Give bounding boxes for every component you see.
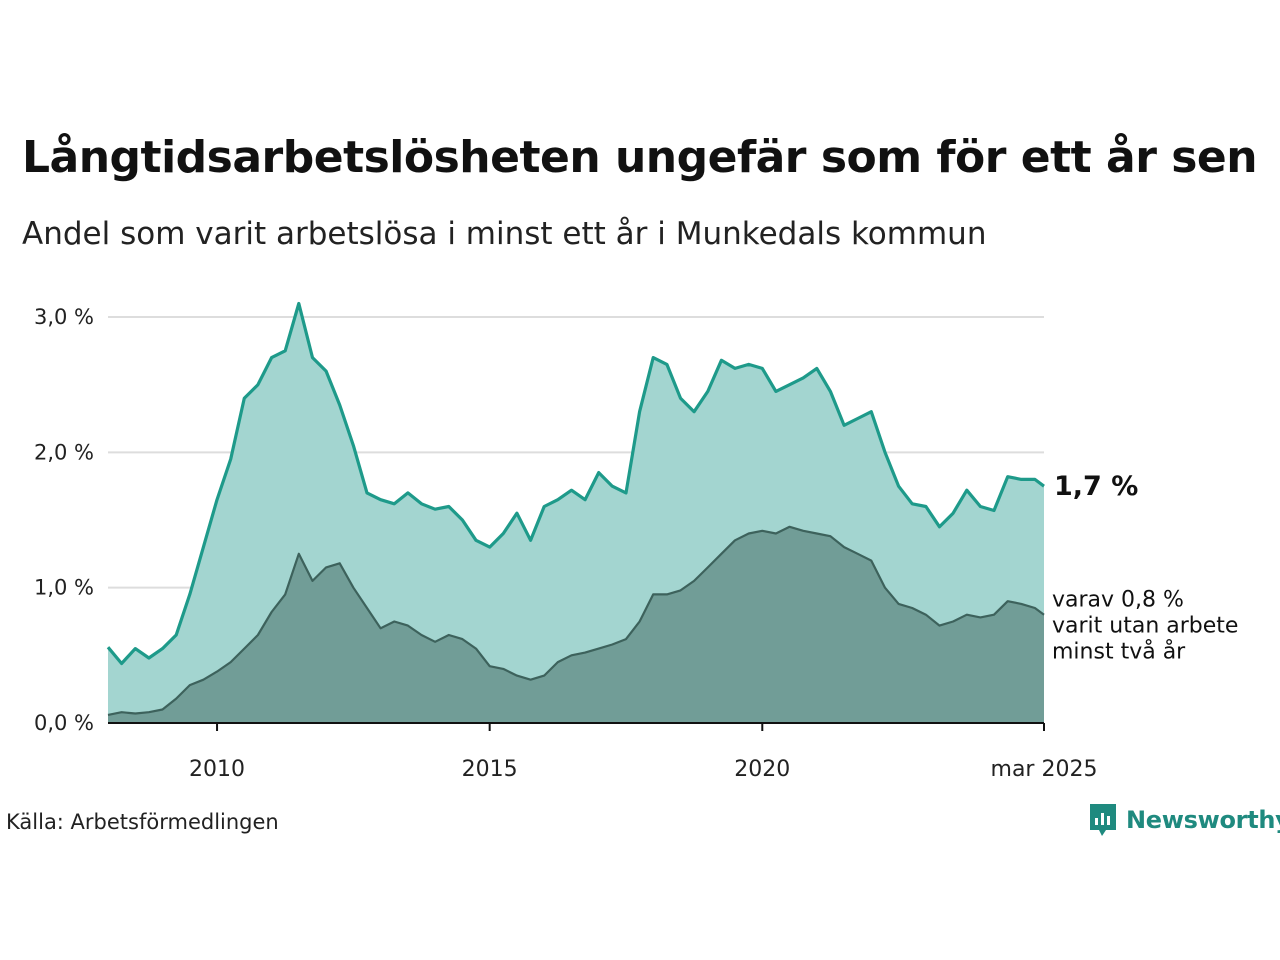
x-tick-label: mar 2025 xyxy=(991,757,1098,782)
series-area-sub xyxy=(108,526,1044,723)
y-tick-label: 1,0 % xyxy=(34,576,94,600)
source-note: Källa: Arbetsförmedlingen xyxy=(6,810,279,834)
series-line-main xyxy=(106,301,1045,666)
end-label-main: 1,7 % xyxy=(1054,471,1138,502)
y-tick-label: 3,0 % xyxy=(34,305,94,329)
brand-logo: Newsworthy xyxy=(1088,802,1280,838)
y-tick-label: 2,0 % xyxy=(34,440,94,464)
end-label-sub-line: minst två år xyxy=(1052,639,1186,665)
newsworthy-icon xyxy=(1090,804,1116,836)
y-tick-label: 0,0 % xyxy=(34,711,94,735)
x-tick-label: 2015 xyxy=(462,757,518,782)
brand-name: Newsworthy xyxy=(1126,806,1280,834)
area-series xyxy=(106,301,1045,723)
end-label-sub-line: varav 0,8 % xyxy=(1052,588,1184,613)
chart-subtitle: Andel som varit arbetslösa i minst ett å… xyxy=(22,216,987,252)
chart-title: Långtidsarbetslösheten ungefär som för e… xyxy=(22,132,1258,183)
x-tick-label: 2010 xyxy=(189,757,245,782)
x-tick-label: 2020 xyxy=(734,757,790,782)
chart-svg: 0,0 % 1,0 % 2,0 % 3,0 % 2010 2015 2020 mar 2025… xyxy=(34,301,1238,782)
end-label-sub-line: varit utan arbete xyxy=(1052,614,1238,639)
series-line-sub xyxy=(107,525,1045,716)
axes: 0,0 % 1,0 % 2,0 % 3,0 % 2010 2015 2020 mar 2025 xyxy=(34,305,1098,782)
